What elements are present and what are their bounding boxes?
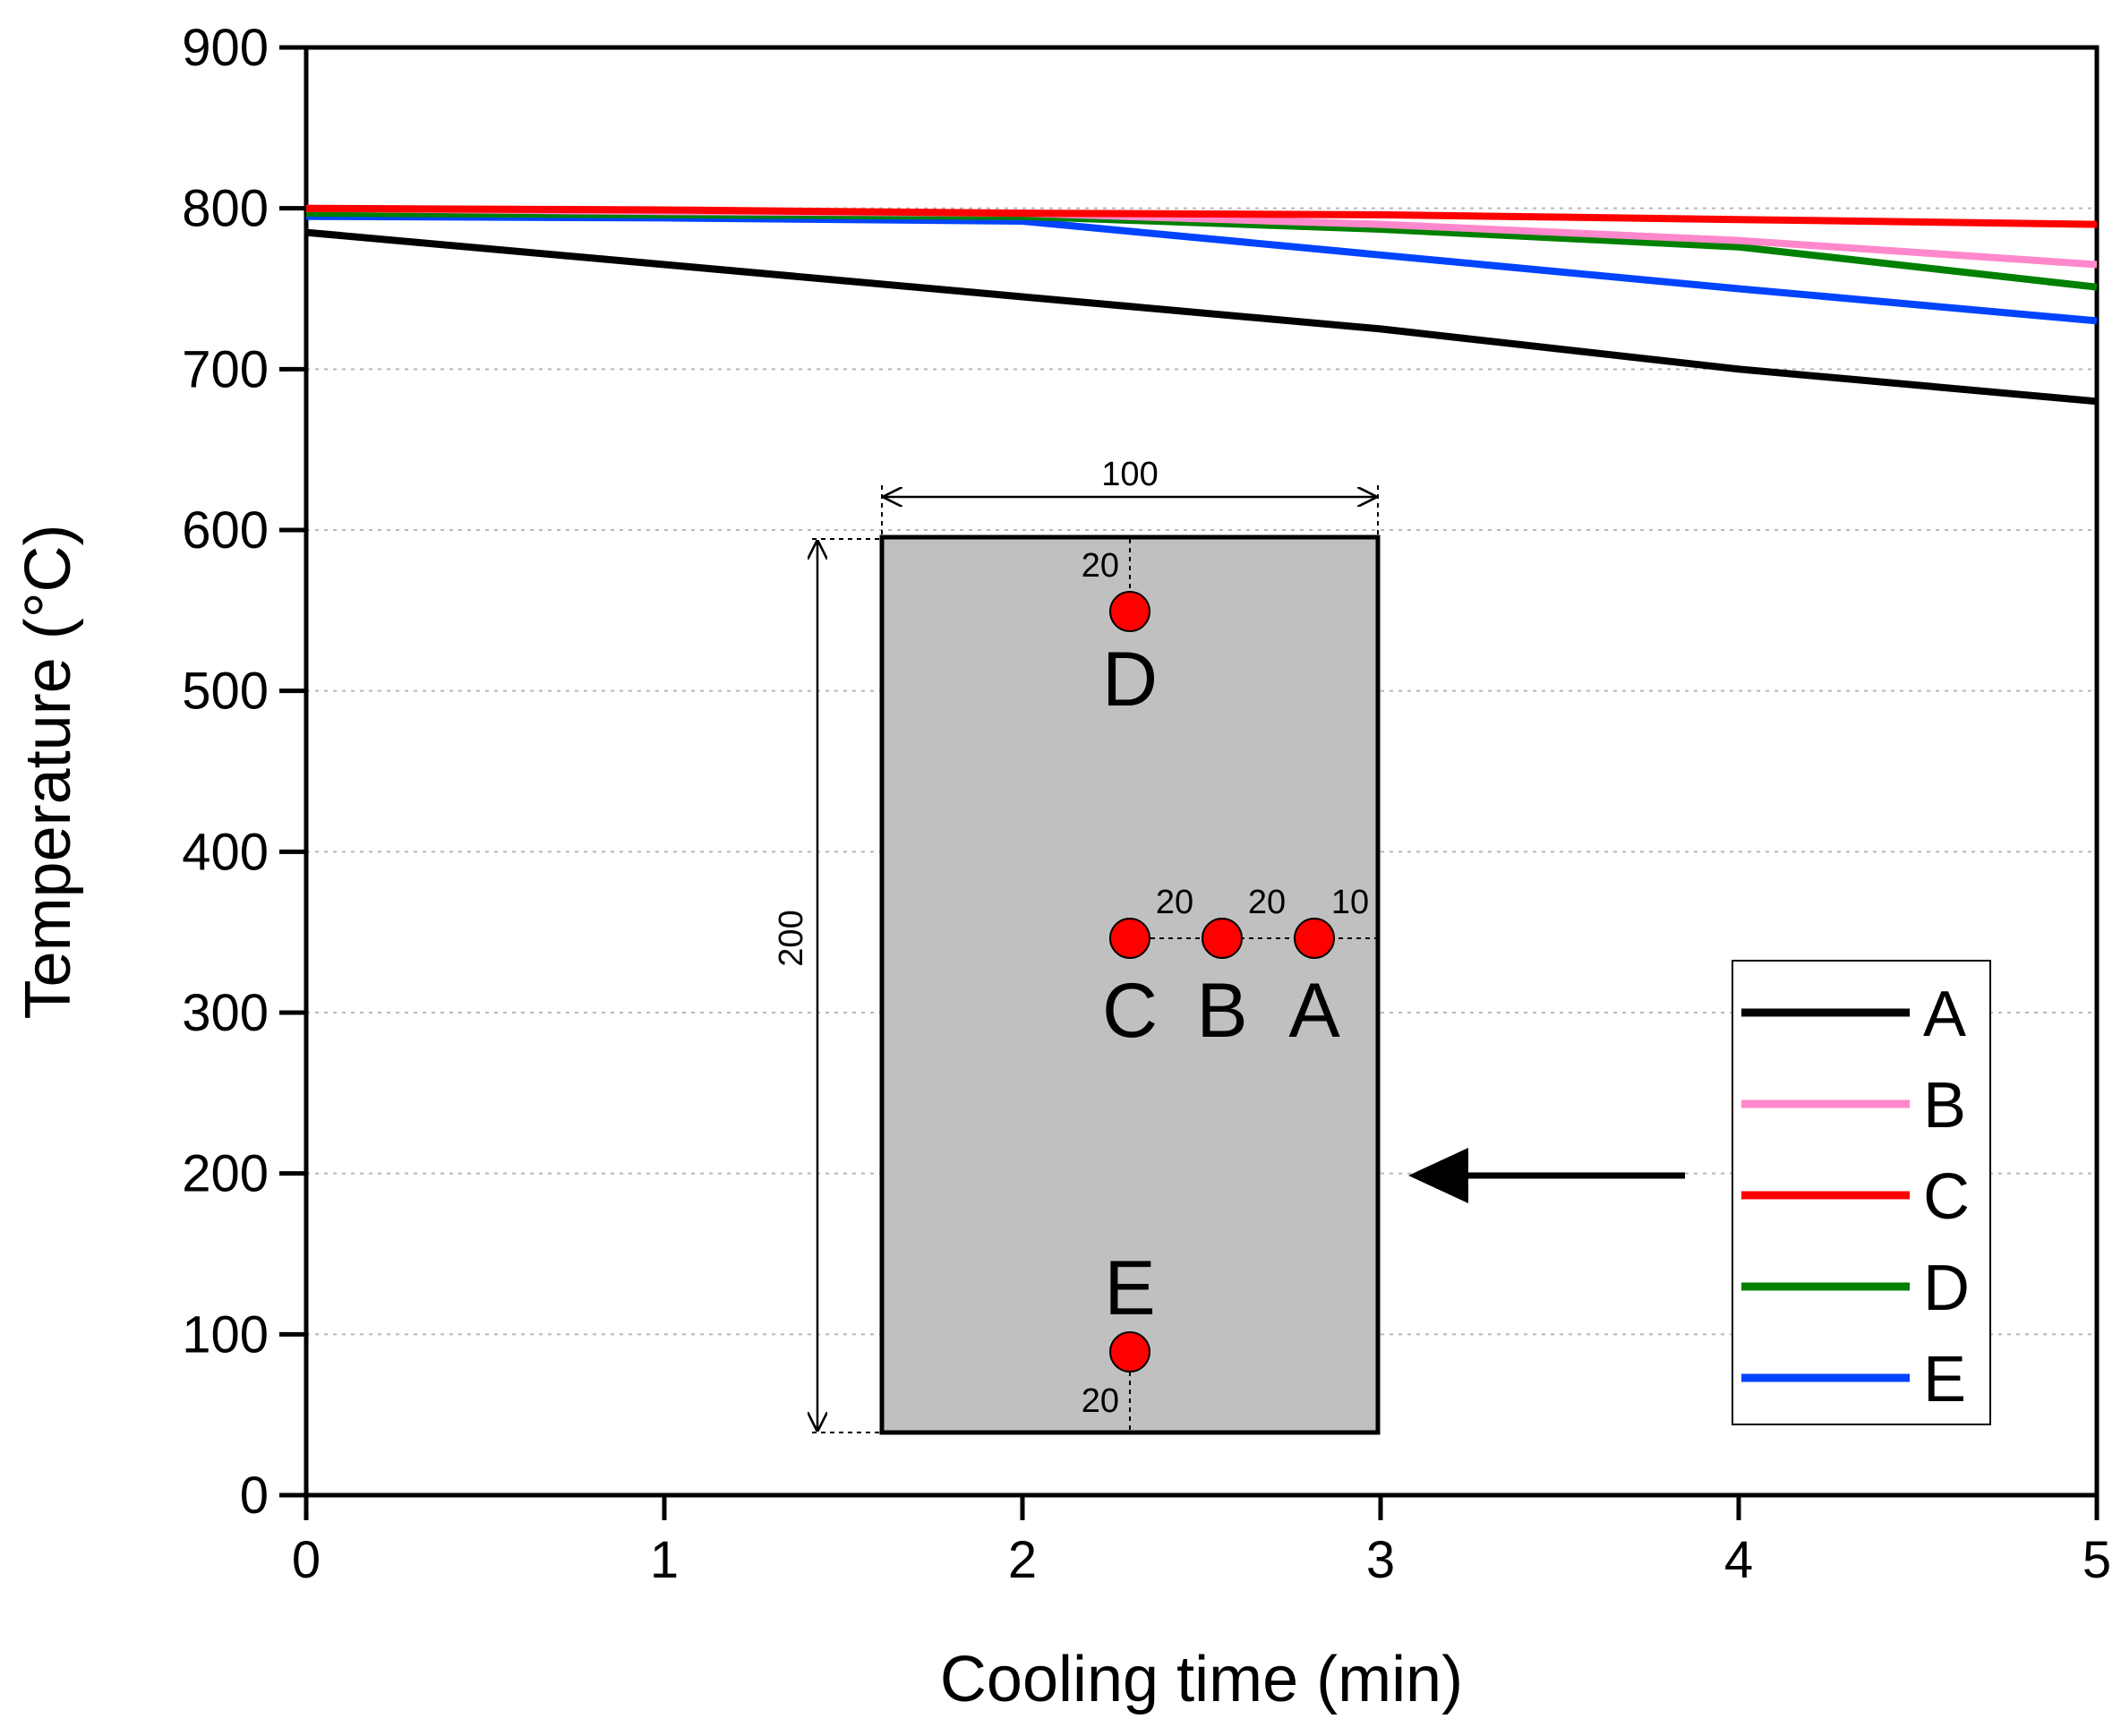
y-tick-label: 900 [182, 19, 269, 77]
y-tick-label: 700 [182, 340, 269, 398]
point-e [1109, 1331, 1150, 1373]
series-line-c [305, 204, 2098, 228]
point-b [1202, 918, 1243, 959]
point-e-label: E [1104, 1245, 1155, 1331]
y-tick-label: 100 [182, 1305, 269, 1364]
legend-label-a: A [1923, 979, 1966, 1050]
x-tick-label: 4 [1724, 1531, 1753, 1589]
x-axis-title: Cooling time (min) [940, 1644, 1463, 1715]
y-tick-label: 600 [182, 501, 269, 560]
height-dimension-label: 200 [773, 910, 810, 966]
y-tick-label: 400 [182, 823, 269, 881]
x-tick-label: 3 [1366, 1531, 1395, 1589]
point-c [1109, 918, 1150, 959]
x-tick-label: 2 [1008, 1531, 1037, 1589]
width-dimension-label: 100 [1101, 456, 1158, 493]
y-tick-label: 500 [182, 663, 269, 721]
point-b-label: B [1196, 968, 1247, 1054]
plot-area-frame [304, 45, 2100, 1498]
series-line-e [305, 212, 2098, 325]
legend-label-c: C [1923, 1161, 1970, 1233]
series-lines [305, 204, 2098, 406]
point-a-label: A [1288, 968, 1340, 1054]
point-a [1294, 918, 1335, 959]
legend-label-d: D [1923, 1253, 1970, 1324]
legend-label-e: E [1923, 1344, 1966, 1415]
y-tick-label: 200 [182, 1145, 269, 1203]
e-bottom-spacing-label: 20 [1082, 1382, 1119, 1420]
d-top-spacing-label: 20 [1082, 547, 1119, 585]
point-d-label: D [1102, 637, 1158, 723]
pointer-arrow [1408, 1148, 1685, 1203]
point-d [1109, 591, 1150, 632]
x-tick-label: 0 [292, 1531, 321, 1589]
legend-label-b: B [1923, 1070, 1966, 1142]
b-a-spacing-label: 20 [1248, 884, 1286, 921]
y-tick-label: 800 [182, 180, 269, 238]
y-axis-title: Temperature (°C) [13, 525, 84, 1020]
c-b-spacing-label: 20 [1156, 884, 1193, 921]
x-tick-label: 1 [650, 1531, 679, 1589]
x-tick-label: 5 [2083, 1531, 2111, 1589]
plate-inset-diagram: 100 200 20 20 20 20 10 D C B A E [773, 456, 1381, 1435]
point-c-label: C [1102, 968, 1158, 1054]
series-line-a [305, 228, 2098, 406]
plate [879, 534, 1381, 1435]
a-edge-spacing-label: 10 [1331, 884, 1369, 921]
y-tick-label: 0 [240, 1467, 269, 1525]
y-tick-label: 300 [182, 984, 269, 1042]
axes: 0 100 200 300 400 500 600 700 800 900 0 1 2 3 4 5 [182, 19, 2111, 1589]
